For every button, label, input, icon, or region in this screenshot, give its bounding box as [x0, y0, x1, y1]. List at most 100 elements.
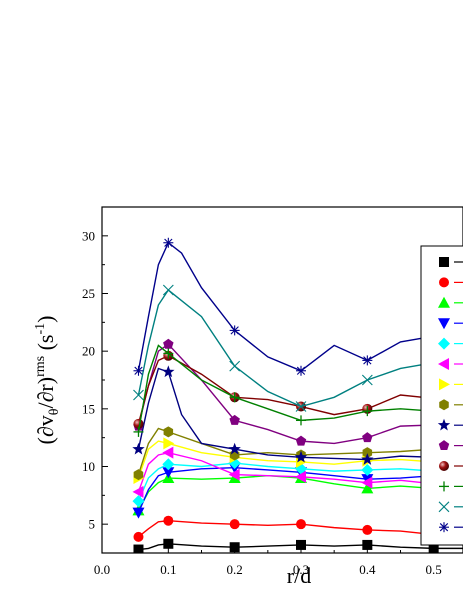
data-point: [361, 482, 374, 494]
data-point: [228, 468, 240, 481]
plot-frame: [101, 206, 463, 554]
legend-marker: [438, 358, 449, 370]
x-tick-label: 0.5: [426, 562, 442, 577]
legend-entry: [439, 378, 463, 391]
y-tick-label: 20: [82, 344, 95, 359]
legend-entry: [439, 522, 463, 533]
legend-marker: [438, 501, 450, 513]
legend-entry: [438, 358, 463, 370]
data-point: [162, 467, 175, 479]
legend-marker: [439, 461, 449, 471]
y-tick-label: 5: [89, 517, 96, 532]
legend-entry: [438, 318, 463, 330]
legend-entry: [438, 440, 463, 451]
y-label-mid: /∂r): [33, 377, 58, 409]
legend-marker: [438, 296, 450, 308]
data-point: [133, 544, 144, 553]
data-point: [132, 495, 145, 508]
data-point: [163, 338, 174, 349]
legend-marker: [439, 277, 449, 288]
data-point: [163, 237, 174, 248]
x-tick-label: 0.4: [359, 562, 376, 577]
x-tick-label: 0.1: [160, 562, 176, 577]
legend-entry: [439, 399, 463, 411]
data-point: [133, 426, 144, 437]
series-13-x: [133, 284, 463, 412]
ticks-layer: 0.00.10.20.30.40.5051015202530: [82, 206, 442, 577]
series-layer: [132, 237, 463, 553]
data-point: [229, 414, 240, 425]
series-2-circle: [133, 515, 463, 542]
y-tick-label: 25: [82, 286, 95, 301]
data-point: [362, 524, 373, 535]
y-label-sup: rms: [33, 356, 48, 377]
series-3-triangle-up: [132, 472, 463, 516]
x-axis-label: r/d: [287, 563, 311, 588]
data-point: [133, 389, 144, 401]
data-point: [362, 355, 373, 366]
legend-box: [420, 245, 463, 546]
series-line: [137, 241, 463, 372]
series-line: [137, 343, 463, 445]
legend-marker: [438, 337, 450, 350]
data-point: [296, 415, 306, 426]
legend-entry: [439, 257, 463, 267]
data-point: [296, 519, 306, 530]
data-point: [162, 284, 174, 296]
legend-marker: [439, 481, 449, 492]
data-point: [361, 476, 373, 489]
legend-marker: [437, 418, 451, 431]
series-1-square: [133, 538, 463, 553]
data-point: [163, 515, 174, 526]
series-14-asterisk: [133, 237, 463, 376]
legend-marker: [439, 522, 449, 533]
data-point: [295, 470, 306, 483]
data-point: [163, 348, 174, 359]
data-point: [296, 539, 306, 550]
y-label-sub: θ: [47, 408, 62, 415]
data-point: [294, 450, 308, 463]
legend-entry: [439, 461, 463, 471]
y-label-units-open: (s: [33, 335, 58, 356]
legend-marker: [439, 399, 449, 411]
data-point: [361, 374, 373, 386]
data-point: [229, 325, 240, 336]
legend-entry: [439, 277, 463, 288]
y-tick-label: 15: [82, 401, 95, 416]
data-point: [229, 392, 240, 403]
legend-entry: [438, 296, 463, 308]
x-tick-label: 0.3: [293, 562, 309, 577]
data-point: [132, 507, 145, 519]
data-point: [362, 432, 373, 443]
data-point: [361, 463, 374, 476]
legend-marker: [439, 378, 450, 391]
data-point: [163, 426, 174, 438]
legend-entry: [438, 337, 463, 350]
y-label-open: (∂v: [33, 415, 58, 444]
legend-entry: [437, 418, 463, 431]
x-tick-label: 0.2: [227, 562, 243, 577]
data-point: [296, 365, 306, 376]
legend-marker: [438, 318, 450, 330]
data-point: [229, 519, 240, 530]
data-point: [229, 360, 241, 372]
data-point: [295, 401, 307, 412]
y-label-units-close: ): [33, 316, 58, 323]
data-point: [295, 435, 307, 446]
data-point: [362, 406, 373, 417]
data-point: [162, 446, 174, 459]
series-10-pentagon: [133, 338, 463, 446]
series-line: [137, 289, 463, 408]
data-point: [133, 531, 144, 542]
data-point: [133, 469, 144, 481]
y-label-units-sup: -1: [33, 323, 48, 335]
data-point: [228, 442, 241, 455]
y-tick-label: 10: [82, 459, 95, 474]
data-point: [163, 538, 174, 549]
data-point: [362, 539, 373, 550]
y-tick-label: 30: [82, 228, 95, 243]
y-axis-label: (∂vθ/∂r)rms (s-1): [33, 316, 62, 445]
series-line: [137, 367, 463, 461]
legend-marker: [439, 257, 449, 267]
